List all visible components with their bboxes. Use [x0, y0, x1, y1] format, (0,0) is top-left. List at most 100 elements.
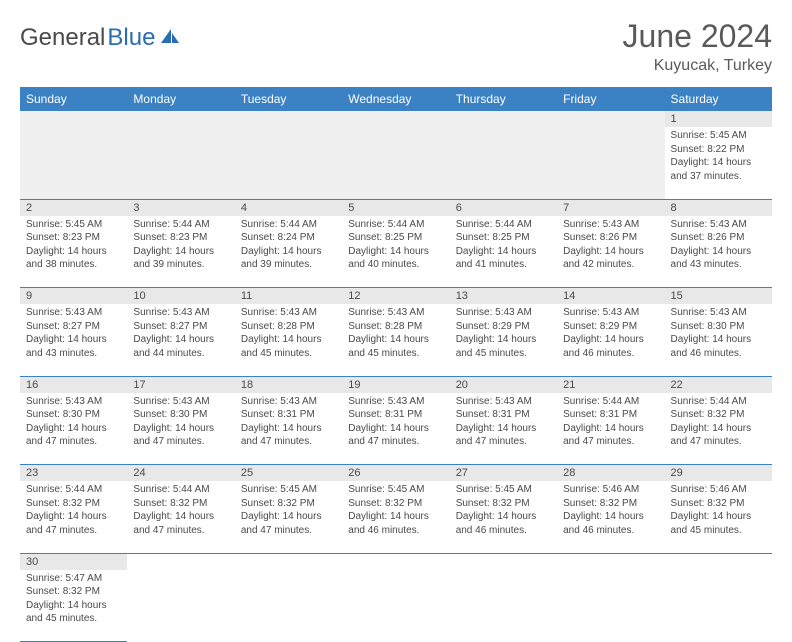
d2-text: and 46 minutes.: [671, 347, 766, 361]
sunset-text: Sunset: 8:25 PM: [348, 231, 443, 245]
d1-text: Daylight: 14 hours: [241, 422, 336, 436]
sunrise-text: Sunrise: 5:45 AM: [456, 483, 551, 497]
day-number: 2: [20, 199, 127, 216]
day-number: 24: [127, 465, 234, 482]
sunset-text: Sunset: 8:24 PM: [241, 231, 336, 245]
sunrise-text: Sunrise: 5:43 AM: [671, 306, 766, 320]
day-cell: Sunrise: 5:44 AMSunset: 8:32 PMDaylight:…: [20, 481, 127, 553]
detail-row: Sunrise: 5:44 AMSunset: 8:32 PMDaylight:…: [20, 481, 772, 553]
day-header: Monday: [127, 87, 234, 111]
d1-text: Daylight: 14 hours: [133, 333, 228, 347]
d2-text: and 40 minutes.: [348, 258, 443, 272]
day-number: [20, 111, 127, 127]
d1-text: Daylight: 14 hours: [671, 422, 766, 436]
day-cell: Sunrise: 5:46 AMSunset: 8:32 PMDaylight:…: [557, 481, 664, 553]
day-cell: [127, 127, 234, 199]
sail-icon: [159, 24, 181, 52]
d2-text: and 46 minutes.: [563, 347, 658, 361]
sunrise-text: Sunrise: 5:43 AM: [348, 306, 443, 320]
sunrise-text: Sunrise: 5:45 AM: [241, 483, 336, 497]
day-number: 14: [557, 288, 664, 305]
day-cell: Sunrise: 5:45 AMSunset: 8:32 PMDaylight:…: [235, 481, 342, 553]
day-cell: Sunrise: 5:43 AMSunset: 8:31 PMDaylight:…: [342, 393, 449, 465]
day-header: Wednesday: [342, 87, 449, 111]
d2-text: and 45 minutes.: [671, 524, 766, 538]
sunrise-text: Sunrise: 5:44 AM: [456, 218, 551, 232]
d2-text: and 46 minutes.: [563, 524, 658, 538]
d2-text: and 47 minutes.: [348, 435, 443, 449]
d2-text: and 45 minutes.: [348, 347, 443, 361]
day-number: 23: [20, 465, 127, 482]
d2-text: and 47 minutes.: [456, 435, 551, 449]
day-cell: Sunrise: 5:43 AMSunset: 8:31 PMDaylight:…: [235, 393, 342, 465]
d2-text: and 47 minutes.: [26, 524, 121, 538]
day-cell: [127, 570, 234, 642]
d1-text: Daylight: 14 hours: [348, 422, 443, 436]
day-header-row: SundayMondayTuesdayWednesdayThursdayFrid…: [20, 87, 772, 111]
day-number: 13: [450, 288, 557, 305]
sunrise-text: Sunrise: 5:45 AM: [348, 483, 443, 497]
sunrise-text: Sunrise: 5:43 AM: [456, 306, 551, 320]
day-cell: Sunrise: 5:45 AMSunset: 8:22 PMDaylight:…: [665, 127, 772, 199]
month-title: June 2024: [623, 18, 772, 55]
daynum-row: 30: [20, 553, 772, 570]
sunrise-text: Sunrise: 5:46 AM: [671, 483, 766, 497]
day-cell: Sunrise: 5:46 AMSunset: 8:32 PMDaylight:…: [665, 481, 772, 553]
sunrise-text: Sunrise: 5:43 AM: [456, 395, 551, 409]
d1-text: Daylight: 14 hours: [241, 333, 336, 347]
day-cell: Sunrise: 5:43 AMSunset: 8:27 PMDaylight:…: [20, 304, 127, 376]
location: Kuyucak, Turkey: [623, 57, 772, 75]
day-cell: Sunrise: 5:44 AMSunset: 8:31 PMDaylight:…: [557, 393, 664, 465]
d1-text: Daylight: 14 hours: [563, 422, 658, 436]
day-cell: [557, 127, 664, 199]
day-cell: Sunrise: 5:44 AMSunset: 8:32 PMDaylight:…: [127, 481, 234, 553]
sunset-text: Sunset: 8:32 PM: [26, 585, 121, 599]
day-number: 12: [342, 288, 449, 305]
sunrise-text: Sunrise: 5:43 AM: [563, 218, 658, 232]
day-number: 10: [127, 288, 234, 305]
day-number: [665, 553, 772, 570]
day-number: [557, 111, 664, 127]
sunrise-text: Sunrise: 5:47 AM: [26, 572, 121, 586]
d1-text: Daylight: 14 hours: [348, 245, 443, 259]
logo: GeneralBlue: [20, 18, 181, 52]
sunrise-text: Sunrise: 5:43 AM: [348, 395, 443, 409]
day-header: Saturday: [665, 87, 772, 111]
sunset-text: Sunset: 8:26 PM: [671, 231, 766, 245]
day-header: Friday: [557, 87, 664, 111]
day-number: 17: [127, 376, 234, 393]
day-cell: Sunrise: 5:47 AMSunset: 8:32 PMDaylight:…: [20, 570, 127, 642]
d1-text: Daylight: 14 hours: [671, 510, 766, 524]
sunrise-text: Sunrise: 5:43 AM: [241, 306, 336, 320]
day-number: 9: [20, 288, 127, 305]
sunset-text: Sunset: 8:26 PM: [563, 231, 658, 245]
d2-text: and 47 minutes.: [26, 435, 121, 449]
d1-text: Daylight: 14 hours: [241, 245, 336, 259]
d1-text: Daylight: 14 hours: [133, 510, 228, 524]
day-cell: [450, 127, 557, 199]
day-cell: Sunrise: 5:44 AMSunset: 8:24 PMDaylight:…: [235, 216, 342, 288]
day-number: [235, 111, 342, 127]
sunrise-text: Sunrise: 5:45 AM: [26, 218, 121, 232]
day-number: [450, 111, 557, 127]
d1-text: Daylight: 14 hours: [348, 510, 443, 524]
day-cell: Sunrise: 5:43 AMSunset: 8:30 PMDaylight:…: [20, 393, 127, 465]
day-number: 26: [342, 465, 449, 482]
d2-text: and 39 minutes.: [133, 258, 228, 272]
day-number: 21: [557, 376, 664, 393]
d1-text: Daylight: 14 hours: [671, 333, 766, 347]
day-cell: Sunrise: 5:43 AMSunset: 8:28 PMDaylight:…: [235, 304, 342, 376]
sunset-text: Sunset: 8:32 PM: [563, 497, 658, 511]
detail-row: Sunrise: 5:47 AMSunset: 8:32 PMDaylight:…: [20, 570, 772, 642]
sunset-text: Sunset: 8:32 PM: [671, 497, 766, 511]
d1-text: Daylight: 14 hours: [133, 422, 228, 436]
sunset-text: Sunset: 8:32 PM: [456, 497, 551, 511]
daynum-row: 9101112131415: [20, 288, 772, 305]
sunset-text: Sunset: 8:30 PM: [671, 320, 766, 334]
day-number: 22: [665, 376, 772, 393]
day-cell: Sunrise: 5:44 AMSunset: 8:23 PMDaylight:…: [127, 216, 234, 288]
sunrise-text: Sunrise: 5:43 AM: [671, 218, 766, 232]
sunset-text: Sunset: 8:30 PM: [133, 408, 228, 422]
day-number: 8: [665, 199, 772, 216]
day-number: 30: [20, 553, 127, 570]
